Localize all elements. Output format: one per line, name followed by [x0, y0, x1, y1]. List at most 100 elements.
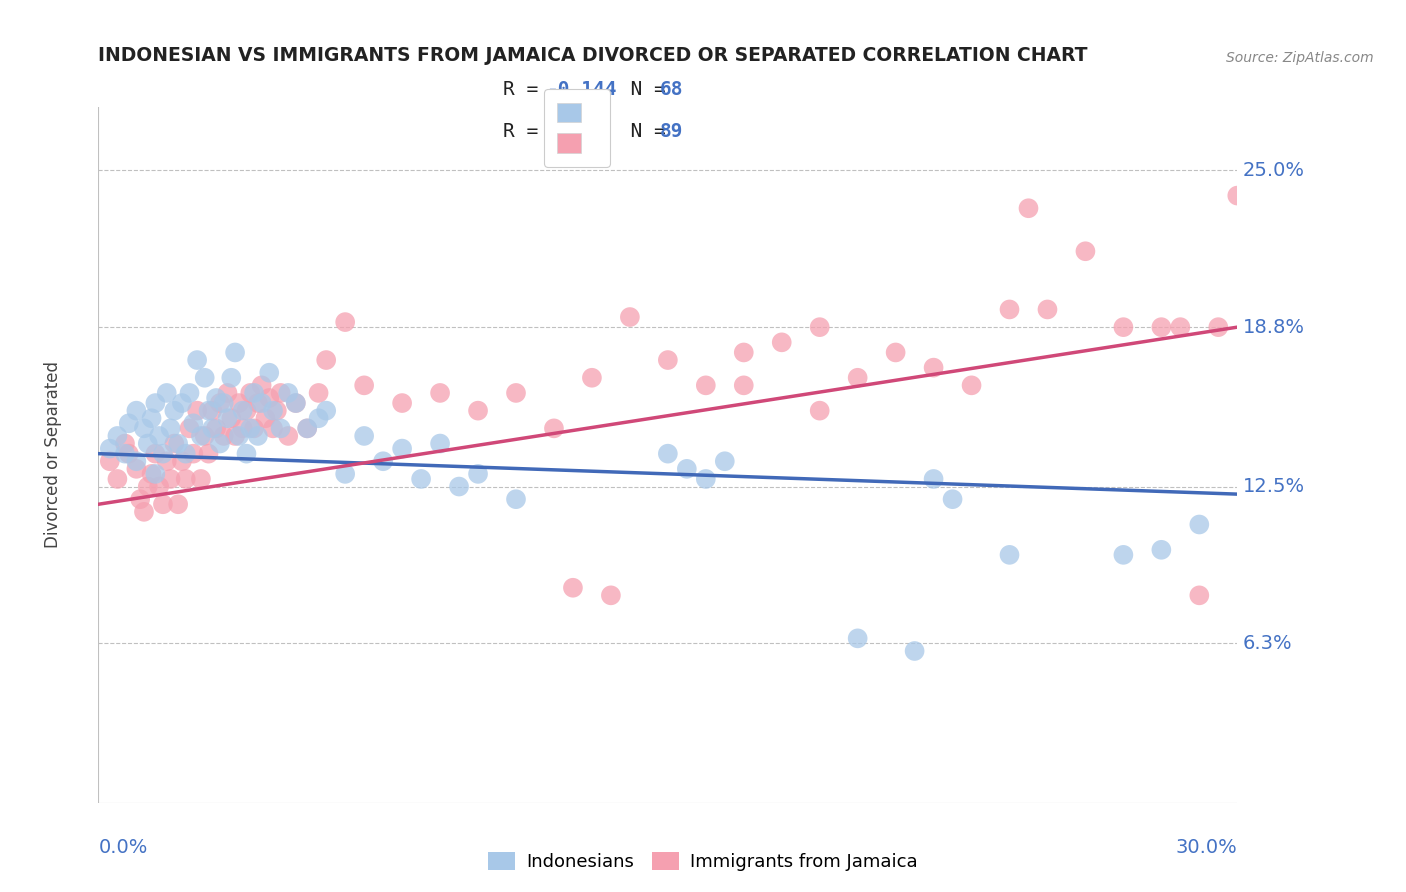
- Point: [179, 421, 201, 435]
- Point: [1150, 320, 1173, 334]
- Point: [163, 436, 186, 450]
- Point: [114, 447, 136, 461]
- Point: [733, 345, 755, 359]
- Point: [250, 396, 273, 410]
- Point: [1226, 188, 1249, 202]
- Point: [194, 429, 217, 443]
- Point: [543, 421, 565, 435]
- Point: [107, 472, 129, 486]
- Point: [190, 429, 212, 443]
- Point: [1208, 320, 1230, 334]
- Point: [212, 396, 235, 410]
- Point: [315, 353, 337, 368]
- Point: [277, 429, 299, 443]
- Point: [159, 472, 181, 486]
- Point: [243, 421, 266, 435]
- Point: [960, 378, 983, 392]
- Point: [141, 411, 163, 425]
- Point: [125, 403, 148, 417]
- Point: [201, 421, 224, 435]
- Point: [239, 386, 262, 401]
- Point: [371, 454, 394, 468]
- Text: -0.144: -0.144: [546, 80, 616, 99]
- Point: [308, 411, 330, 425]
- Text: Divorced or Separated: Divorced or Separated: [44, 361, 62, 549]
- Point: [581, 370, 603, 384]
- Point: [132, 421, 155, 435]
- Point: [208, 396, 231, 410]
- Point: [148, 429, 170, 443]
- Point: [922, 360, 945, 375]
- Point: [1112, 320, 1135, 334]
- Point: [1112, 548, 1135, 562]
- Point: [129, 492, 152, 507]
- Point: [846, 370, 869, 384]
- Point: [224, 345, 246, 359]
- Point: [733, 378, 755, 392]
- Point: [125, 462, 148, 476]
- Point: [770, 335, 793, 350]
- Point: [221, 411, 243, 425]
- Point: [449, 479, 471, 493]
- Point: [284, 396, 307, 410]
- Point: [148, 479, 170, 493]
- Point: [114, 436, 136, 450]
- Point: [235, 447, 257, 461]
- Point: [156, 386, 179, 401]
- Text: 18.8%: 18.8%: [1243, 318, 1305, 336]
- Point: [1188, 588, 1211, 602]
- Point: [167, 436, 190, 450]
- Point: [904, 644, 927, 658]
- Point: [1036, 302, 1059, 317]
- Point: [217, 386, 239, 401]
- Point: [136, 436, 159, 450]
- Point: [221, 370, 243, 384]
- Point: [467, 403, 489, 417]
- Point: [562, 581, 585, 595]
- Text: 30.0%: 30.0%: [1175, 838, 1237, 856]
- Point: [284, 396, 307, 410]
- Point: [315, 403, 337, 417]
- Point: [695, 378, 717, 392]
- Point: [118, 447, 141, 461]
- Point: [183, 447, 205, 461]
- Point: [163, 403, 186, 417]
- Point: [232, 421, 254, 435]
- Point: [228, 396, 250, 410]
- Point: [353, 378, 375, 392]
- Legend: , : ,: [544, 89, 610, 167]
- Point: [246, 429, 269, 443]
- Point: [228, 429, 250, 443]
- Point: [194, 370, 217, 384]
- Point: [145, 467, 167, 481]
- Legend: Indonesians, Immigrants from Jamaica: Indonesians, Immigrants from Jamaica: [481, 845, 925, 879]
- Point: [179, 386, 201, 401]
- Point: [98, 454, 121, 468]
- Point: [197, 403, 219, 417]
- Point: [308, 386, 330, 401]
- Point: [190, 472, 212, 486]
- Point: [619, 310, 641, 324]
- Point: [132, 505, 155, 519]
- Point: [246, 396, 269, 410]
- Point: [808, 403, 831, 417]
- Point: [335, 467, 357, 481]
- Point: [998, 302, 1021, 317]
- Point: [429, 386, 451, 401]
- Text: N =: N =: [607, 80, 678, 99]
- Point: [262, 421, 284, 435]
- Point: [208, 436, 231, 450]
- Text: R =: R =: [503, 122, 561, 141]
- Point: [205, 391, 228, 405]
- Point: [201, 403, 224, 417]
- Point: [170, 396, 193, 410]
- Text: 6.3%: 6.3%: [1243, 634, 1292, 653]
- Point: [141, 467, 163, 481]
- Point: [998, 548, 1021, 562]
- Point: [107, 429, 129, 443]
- Point: [136, 479, 159, 493]
- Point: [224, 429, 246, 443]
- Point: [98, 442, 121, 456]
- Point: [167, 497, 190, 511]
- Text: 12.5%: 12.5%: [1243, 477, 1305, 496]
